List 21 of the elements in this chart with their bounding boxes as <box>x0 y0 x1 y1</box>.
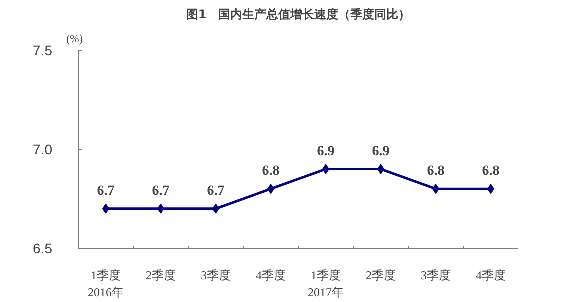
data-label: 6.8 <box>427 164 445 180</box>
data-label: 6.7 <box>207 184 225 199</box>
x-tick-label: 1季度 2017年 <box>308 268 344 300</box>
data-label: 6.7 <box>152 184 170 199</box>
y-tick-label: 7.0 <box>33 142 53 158</box>
x-tick-label: 3季度 <box>421 268 451 282</box>
x-tick-label: 4季度 <box>256 268 286 282</box>
y-tick-label: 7.5 <box>33 42 53 58</box>
chart-title: 图1 国内生产总值增长速度（季度同比） <box>186 8 411 22</box>
data-label: 6.8 <box>262 164 280 180</box>
x-tick-label: 4季度 <box>476 268 506 282</box>
y-tick-label: 6.5 <box>33 240 53 256</box>
x-tick-label: 1季度 2016年 <box>88 268 124 300</box>
x-tick-label: 2季度 <box>146 268 176 282</box>
y-axis-title: (%) <box>66 34 84 46</box>
data-label: 6.9 <box>317 144 335 160</box>
data-label: 6.9 <box>372 144 390 160</box>
x-tick-label: 2季度 <box>366 268 396 282</box>
x-tick-label: 3季度 <box>201 268 231 282</box>
data-label: 6.7 <box>97 184 115 199</box>
data-label: 6.8 <box>482 164 500 180</box>
